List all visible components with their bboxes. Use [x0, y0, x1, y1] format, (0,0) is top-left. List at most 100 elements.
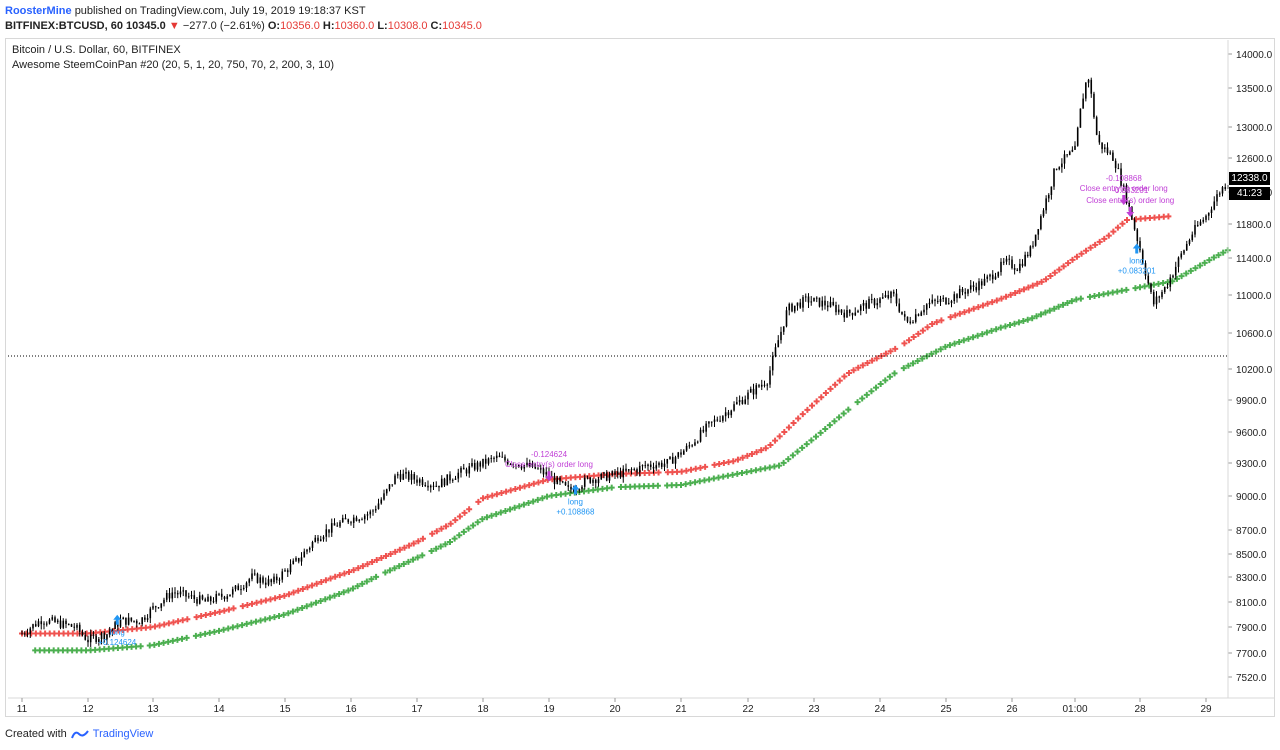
upper-band-marker — [170, 619, 177, 626]
candle-body — [978, 281, 980, 291]
lower-band-marker — [220, 626, 227, 633]
candle-body — [625, 468, 627, 471]
candle-body — [1125, 185, 1128, 203]
high-label: H: — [322, 20, 335, 32]
candle-body — [879, 298, 881, 304]
upper-band-marker — [1056, 266, 1063, 273]
candle-body — [40, 621, 43, 625]
candle-body — [1103, 147, 1106, 149]
upper-band-marker — [1007, 291, 1014, 298]
candle-body — [1112, 152, 1114, 161]
candle-body — [537, 468, 539, 470]
upper-band-marker — [655, 469, 662, 476]
lower-band-marker — [785, 456, 792, 463]
ohlc-row: BITFINEX:BTCUSD, 60 10345.0 ▼ −277.0 (−2… — [5, 19, 482, 34]
candle-body — [193, 595, 196, 600]
lower-band-marker — [1064, 300, 1071, 307]
candle-body — [600, 473, 603, 480]
lower-band-marker — [488, 512, 495, 519]
upper-band-marker — [244, 602, 251, 609]
lower-band-marker — [530, 498, 537, 505]
candle-body — [1207, 212, 1210, 216]
candle-body — [605, 472, 608, 481]
lower-band-marker — [428, 547, 435, 554]
candle-body — [945, 297, 947, 304]
upper-band-marker — [447, 520, 454, 527]
candle-body — [482, 458, 484, 467]
upper-band-marker — [734, 456, 741, 463]
candle-body — [76, 624, 78, 628]
upper-band-marker — [503, 488, 510, 495]
candle-body — [942, 297, 945, 300]
upper-band-marker — [772, 437, 779, 444]
lower-band-marker — [345, 587, 352, 594]
x-tick-label: 14 — [213, 704, 225, 715]
lower-band-marker — [974, 332, 981, 339]
indicator-label[interactable]: Awesome SteemCoinPan #20 (20, 5, 1, 20, … — [12, 59, 335, 71]
candle-body — [818, 297, 821, 307]
author-link[interactable]: RoosterMine — [5, 5, 72, 17]
lower-band-marker — [1210, 254, 1217, 261]
low-label: L: — [377, 20, 388, 32]
candle-body — [925, 304, 928, 310]
candle-body — [98, 639, 100, 642]
candle-body — [154, 606, 157, 608]
candle-body — [515, 464, 517, 466]
candle-body — [589, 477, 592, 483]
upper-band-marker — [966, 307, 973, 314]
candle-body — [870, 298, 873, 300]
upper-band-marker — [882, 350, 889, 357]
candle-body — [432, 485, 435, 487]
candle-body — [1093, 93, 1095, 118]
exit-order-label: Close entry(s) order long — [1086, 196, 1174, 205]
upper-band-marker — [299, 586, 306, 592]
candle-body — [297, 558, 300, 562]
y-tick-label: 8300.0 — [1236, 573, 1267, 584]
candle-body — [713, 419, 716, 422]
upper-band-marker — [161, 621, 168, 628]
lower-band-marker — [493, 511, 500, 518]
candle-body — [1185, 243, 1188, 251]
candle-body — [174, 592, 176, 594]
chart-title: Bitcoin / U.S. Dollar, 60, BITFINEX — [12, 44, 181, 56]
chart-frame[interactable] — [5, 38, 1275, 717]
candle-body — [953, 294, 956, 302]
upper-band-marker — [452, 517, 459, 524]
candle-body — [906, 316, 909, 322]
candle-body — [1011, 259, 1013, 269]
upper-band-marker — [1038, 278, 1045, 285]
candle-body — [766, 384, 769, 386]
lower-band-marker — [1051, 305, 1058, 312]
lower-band-marker — [183, 634, 190, 641]
upper-band-marker — [795, 415, 802, 422]
candle-body — [760, 384, 763, 387]
candle-body — [273, 576, 275, 583]
candle-body — [410, 474, 413, 480]
candle-body — [264, 582, 267, 585]
upper-band-marker — [225, 606, 232, 613]
candle-body — [1216, 194, 1218, 202]
tradingview-link[interactable]: TradingView — [92, 728, 154, 740]
low-value: 10308.0 — [387, 20, 428, 32]
candle-body — [652, 466, 655, 469]
candle-body — [262, 577, 264, 583]
y-tick-label: 10600.0 — [1236, 329, 1273, 340]
candle-body — [506, 460, 509, 465]
upper-band-marker — [1096, 238, 1103, 245]
candle-body — [330, 523, 333, 533]
candle-body — [385, 489, 388, 494]
candle-body — [160, 603, 163, 608]
lower-band-marker — [539, 495, 546, 502]
candle-body — [923, 309, 925, 313]
long-entry-label: long — [1129, 257, 1144, 266]
upper-band-marker — [262, 597, 269, 604]
lower-band-marker — [1024, 316, 1031, 323]
candle-body — [821, 300, 824, 307]
candle-body — [454, 478, 457, 480]
lower-band-marker — [933, 348, 940, 355]
candle-body — [616, 471, 619, 475]
candle-body — [311, 541, 314, 548]
candle-body — [196, 599, 198, 604]
candle-body — [936, 300, 939, 303]
